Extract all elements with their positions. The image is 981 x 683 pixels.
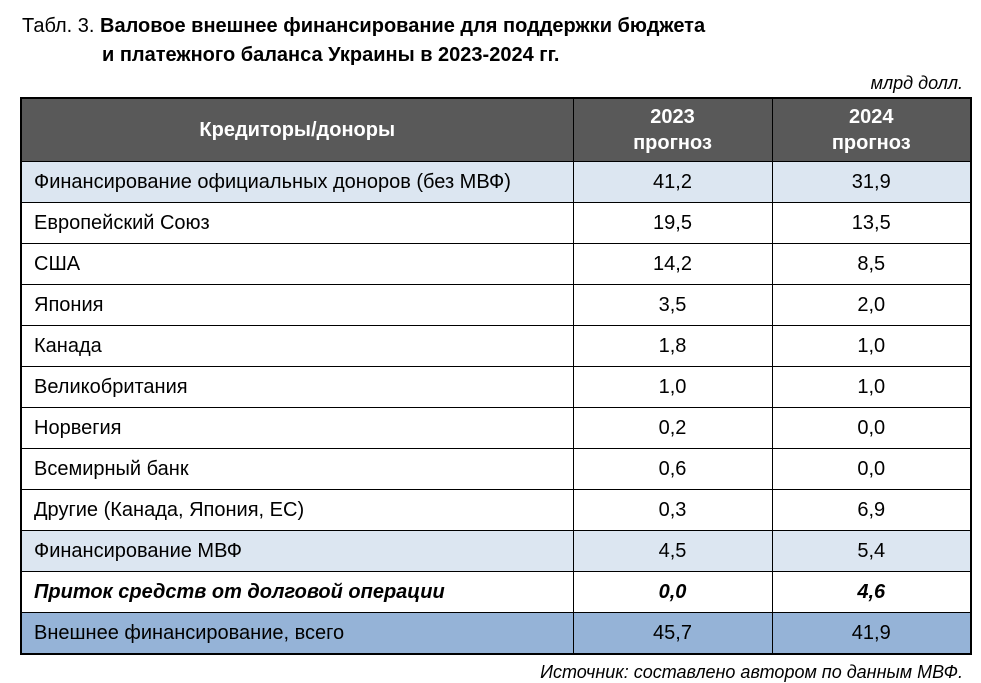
financing-table: Кредиторы/доноры 2023 прогноз 2024 прогн…	[20, 97, 972, 655]
row-value-2023: 1,0	[572, 366, 773, 408]
row-label: США	[20, 243, 574, 285]
table-row: Норвегия 0,2 0,0	[20, 407, 972, 449]
table-title-line1: Табл. 3. Валовое внешнее финансирование …	[22, 12, 967, 41]
row-value-2024: 5,4	[771, 530, 972, 572]
row-value-2024: 2,0	[771, 284, 972, 326]
header-2023-year: 2023	[650, 106, 695, 128]
row-label: Приток средств от долговой операции	[20, 571, 574, 613]
table-title-text: Валовое внешнее финансирование для подде…	[100, 15, 706, 37]
table-row: Финансирование МВФ 4,5 5,4	[20, 530, 972, 572]
table-row: Япония 3,5 2,0	[20, 284, 972, 326]
row-label: Финансирование официальных доноров (без …	[20, 161, 574, 203]
table-row: Всемирный банк 0,6 0,0	[20, 448, 972, 490]
row-label: Норвегия	[20, 407, 574, 449]
row-value-2023: 41,2	[572, 161, 773, 203]
header-2024-label: прогноз	[831, 132, 911, 154]
row-value-2024: 6,9	[771, 489, 972, 531]
table-row: США 14,2 8,5	[20, 243, 972, 285]
row-label: Другие (Канада, Япония, ЕС)	[20, 489, 574, 531]
row-value-2023: 19,5	[572, 202, 773, 244]
row-value-2023: 0,0	[572, 571, 773, 613]
header-creditors: Кредиторы/доноры	[20, 97, 574, 162]
row-value-2023: 3,5	[572, 284, 773, 326]
row-value-2024: 0,0	[771, 407, 972, 449]
row-label: Европейский Союз	[20, 202, 574, 244]
header-2024-forecast: 2024 прогноз	[771, 97, 972, 162]
row-value-2024: 0,0	[771, 448, 972, 490]
row-label: Япония	[20, 284, 574, 326]
row-value-2024: 8,5	[771, 243, 972, 285]
table-row: Великобритания 1,0 1,0	[20, 366, 972, 408]
row-value-2023: 1,8	[572, 325, 773, 367]
table-body: Финансирование официальных доноров (без …	[20, 161, 972, 655]
row-value-2023: 4,5	[572, 530, 773, 572]
row-value-2023: 45,7	[572, 612, 773, 655]
row-value-2023: 0,2	[572, 407, 773, 449]
table-row: Внешнее финансирование, всего 45,7 41,9	[20, 612, 972, 655]
row-value-2024: 13,5	[771, 202, 972, 244]
source-note: Источник: составлено автором по данным М…	[540, 662, 963, 682]
units-note: млрд долл.	[870, 73, 963, 93]
header-2023-forecast: 2023 прогноз	[572, 97, 773, 162]
row-value-2023: 0,3	[572, 489, 773, 531]
row-label: Великобритания	[20, 366, 574, 408]
row-value-2023: 0,6	[572, 448, 773, 490]
table-header: Кредиторы/доноры 2023 прогноз 2024 прогн…	[20, 97, 972, 162]
header-2023-label: прогноз	[633, 132, 712, 154]
header-2024-year: 2024	[849, 106, 894, 128]
table-number: Табл. 3.	[22, 15, 95, 37]
row-label: Внешнее финансирование, всего	[20, 612, 574, 655]
table-row: Приток средств от долговой операции 0,0 4,…	[20, 571, 972, 613]
row-value-2023: 14,2	[572, 243, 773, 285]
table-row: Другие (Канада, Япония, ЕС) 0,3 6,9	[20, 489, 972, 531]
row-label: Всемирный банк	[20, 448, 574, 490]
row-value-2024: 1,0	[771, 325, 972, 367]
row-value-2024: 1,0	[771, 366, 972, 408]
row-value-2024: 31,9	[771, 161, 972, 203]
table-title-line2: и платежного баланса Украины в 2023-2024…	[102, 44, 560, 66]
row-value-2024: 4,6	[771, 571, 972, 613]
table-row: Канада 1,8 1,0	[20, 325, 972, 367]
row-label: Канада	[20, 325, 574, 367]
table-row: Европейский Союз 19,5 13,5	[20, 202, 972, 244]
table-title: Табл. 3. Валовое внешнее финансирование …	[22, 12, 967, 70]
row-value-2024: 41,9	[771, 612, 972, 655]
header-row: Кредиторы/доноры 2023 прогноз 2024 прогн…	[20, 97, 972, 162]
table-row: Финансирование официальных доноров (без …	[20, 161, 972, 203]
row-label: Финансирование МВФ	[20, 530, 574, 572]
